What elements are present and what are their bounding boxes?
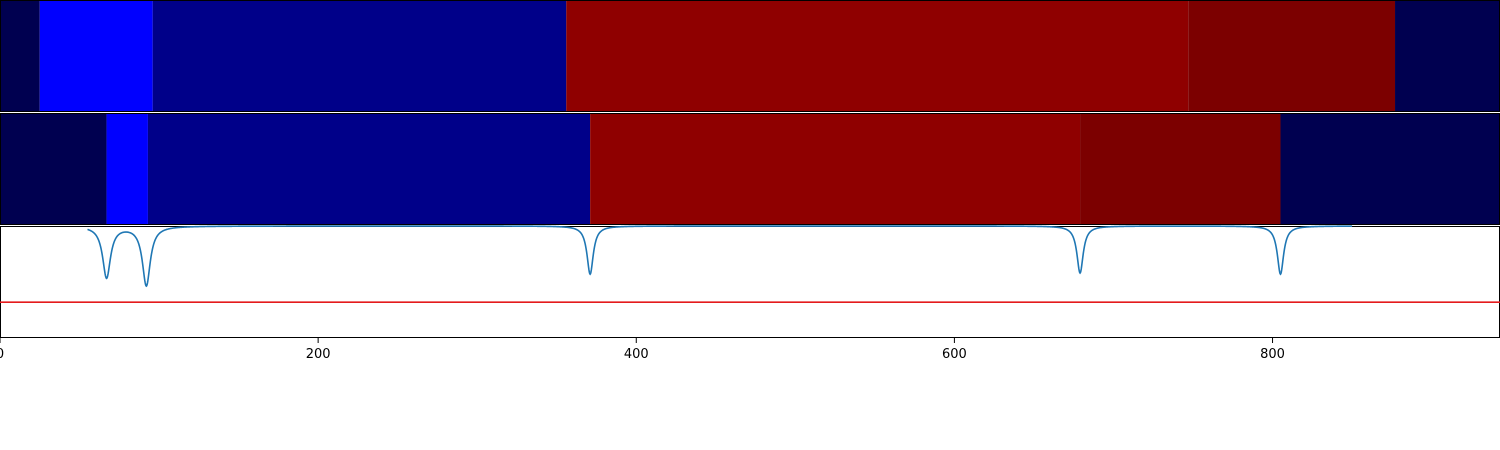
heatmap-cell-1-2 [39,0,153,112]
heatmap-cell-2-3 [147,113,591,225]
heatmap-panel-top [0,0,1500,112]
heatmap-panel-middle [0,113,1500,225]
heatmap-cell-2-1 [0,113,107,225]
x-tick-label-0: 0 [0,347,4,362]
heatmap-cell-1-6 [1395,0,1500,112]
x-axis: 0 200 400 600 800 [0,338,1285,362]
x-tick-label-200: 200 [306,347,331,362]
heatmap-cell-2-2 [106,113,148,225]
heatmap-cell-2-5 [1080,113,1281,225]
heatmap-cell-1-5 [1188,0,1396,112]
heatmap-cell-1-4 [566,0,1189,112]
x-tick-label-400: 400 [624,347,649,362]
line-panel-bottom [0,225,1500,338]
panel-frame-3 [0,226,1500,338]
heatmap-cell-1-3 [152,0,567,112]
heatmap-cell-2-6 [1280,113,1500,225]
signal-line [87,225,1353,288]
x-tick-label-800: 800 [1260,347,1285,362]
x-tick-label-600: 600 [942,347,967,362]
heatmap-cell-2-4 [590,113,1081,225]
heatmap-cell-1-1 [0,0,40,112]
